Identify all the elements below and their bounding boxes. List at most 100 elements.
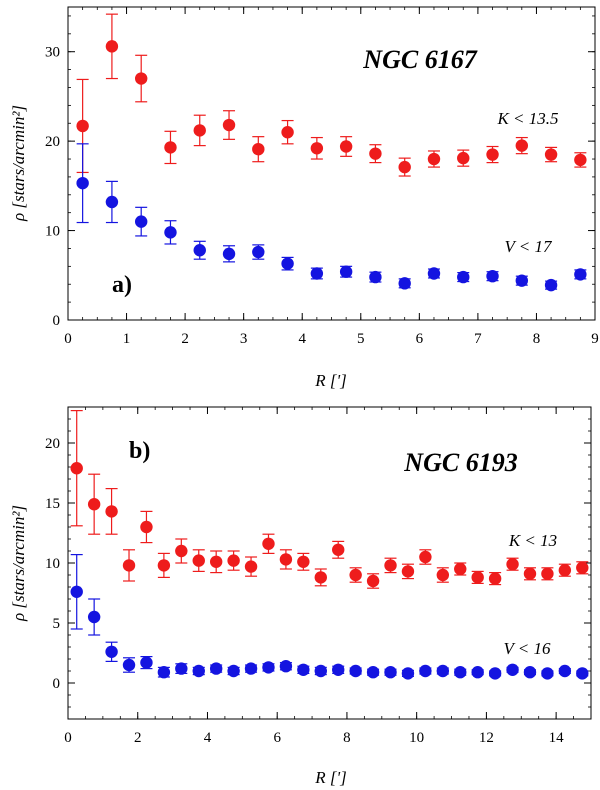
data-point [193, 124, 206, 137]
data-point [558, 664, 572, 678]
x-tick-label: 2 [134, 730, 142, 746]
data-point [488, 667, 502, 680]
data-point [279, 553, 293, 566]
data-point [87, 610, 101, 624]
data-point [506, 558, 519, 571]
x-tick-label: 3 [240, 331, 248, 347]
data-point [349, 568, 362, 582]
series-blue [70, 553, 589, 680]
panel-tag: a) [112, 272, 132, 298]
series-label: V < 16 [503, 639, 551, 658]
y-axis-title: ρ [stars/arcmin²] [9, 505, 28, 622]
data-point [486, 269, 499, 283]
series-label: K < 13.5 [496, 109, 558, 128]
series-blue [76, 143, 587, 292]
data-point [105, 505, 118, 518]
x-tick-label: 7 [474, 331, 482, 347]
data-point [279, 660, 293, 673]
x-axis-title: R ['] [314, 768, 347, 787]
x-tick-label: 6 [273, 730, 281, 746]
data-point [76, 119, 89, 133]
y-tick-label: 20 [45, 134, 60, 150]
data-point [244, 560, 258, 573]
data-point [523, 666, 537, 679]
data-point [193, 244, 206, 257]
data-point [281, 257, 294, 270]
data-point [252, 245, 265, 259]
data-point [339, 265, 353, 278]
panel-tag: b) [129, 438, 150, 464]
data-point [574, 268, 587, 281]
data-point [486, 148, 499, 161]
x-tick-label: 0 [64, 331, 72, 347]
data-point [541, 667, 554, 680]
data-point [310, 142, 324, 155]
data-point [314, 664, 327, 678]
data-point [515, 139, 529, 152]
data-point [576, 667, 589, 680]
x-tick-label: 4 [204, 730, 212, 746]
data-point [436, 664, 450, 678]
data-point [105, 195, 119, 209]
x-tick-label: 12 [479, 730, 494, 746]
data-point [209, 662, 223, 675]
data-point [488, 572, 502, 585]
data-point [314, 571, 327, 584]
data-point [427, 267, 441, 280]
data-point [471, 666, 484, 679]
cluster-name: NGC 6193 [403, 448, 517, 477]
x-tick-label: 4 [298, 331, 306, 347]
data-point [105, 40, 119, 53]
x-tick-label: 1 [123, 331, 131, 347]
y-tick-label: 5 [53, 616, 61, 632]
data-point [105, 645, 118, 658]
series-label: V < 17 [504, 237, 553, 256]
data-point [87, 498, 101, 511]
data-point [523, 567, 537, 580]
data-point [332, 663, 345, 676]
data-point [209, 555, 223, 568]
plot-frame [67, 6, 596, 321]
series-red [76, 13, 587, 177]
data-point [140, 520, 153, 534]
data-point [262, 537, 275, 550]
data-point [398, 277, 411, 290]
data-point [297, 555, 310, 568]
data-point [175, 662, 188, 675]
data-point [134, 215, 148, 228]
data-point [157, 666, 171, 679]
x-tick-label: 8 [533, 331, 541, 347]
data-point [76, 176, 89, 190]
x-tick-label: 9 [591, 331, 599, 347]
data-point [339, 140, 353, 153]
data-point [401, 667, 415, 680]
x-axis-title: R ['] [314, 371, 347, 390]
data-point [558, 564, 572, 577]
data-point [262, 661, 275, 674]
data-point [544, 148, 558, 161]
data-point [349, 664, 362, 678]
y-tick-label: 0 [53, 313, 61, 329]
data-point [366, 574, 380, 588]
data-point [454, 562, 467, 576]
data-point [419, 550, 432, 564]
data-point [164, 226, 177, 239]
x-tick-label: 5 [357, 331, 365, 347]
x-tick-label: 10 [409, 730, 424, 746]
panel-b: 0 2 4 6 8 10 12 14 0 5 10 15 20 R ['] ρ [stars/arcmin²… [9, 406, 592, 787]
data-point [310, 267, 324, 280]
data-point [227, 554, 240, 567]
data-point [140, 656, 153, 669]
data-point [515, 274, 529, 287]
panel-a: 0 1 2 3 4 5 6 7 8 9 0 10 20 30 R ['] ρ [stars/arcmin²] K… [9, 6, 599, 390]
data-point [401, 565, 415, 578]
y-tick-label: 15 [45, 496, 60, 512]
data-point [457, 270, 470, 284]
data-point [454, 666, 467, 679]
data-point [427, 152, 441, 166]
data-point [222, 247, 236, 261]
y-axis-title: ρ [stars/arcmin²] [9, 105, 28, 222]
data-point [281, 126, 294, 139]
data-point [192, 664, 205, 678]
